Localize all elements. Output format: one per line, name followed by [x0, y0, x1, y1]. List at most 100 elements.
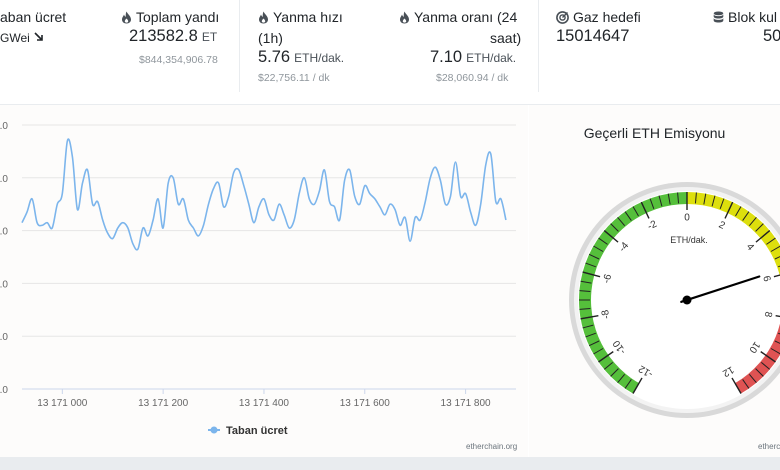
- gauge-minor-tick: [617, 216, 626, 227]
- gauge-minor-tick: [748, 216, 757, 227]
- page-bottom-strip: [0, 457, 780, 470]
- chart-legend[interactable]: Taban ücret: [208, 425, 288, 437]
- gauge-pivot: [682, 295, 692, 305]
- gauge-tick-label: 12: [720, 363, 736, 378]
- chart-credit[interactable]: etherchain.org: [466, 442, 518, 451]
- gauge-minor-tick: [617, 373, 626, 384]
- gauge-major-tick: [775, 314, 780, 318]
- y-tick-label: .0: [0, 174, 8, 185]
- stat-gas-target: Gaz hedefi 15014647: [540, 0, 700, 104]
- gauge-minor-tick: [588, 253, 600, 260]
- flame-icon: [400, 11, 409, 23]
- gauge-minor-tick: [755, 223, 764, 232]
- stat-block-usage: Blok kul 50: [700, 0, 780, 104]
- gauge-band: [735, 275, 780, 394]
- gauge-minor-tick: [755, 368, 764, 377]
- base-fee-unit: GWei: [0, 31, 45, 45]
- gauge-major-tick: [582, 271, 601, 278]
- x-tick-label: 13 171 200: [138, 398, 188, 409]
- y-tick-label: .0: [0, 227, 8, 238]
- gauge-tick-label: 4: [744, 242, 756, 254]
- flame-icon: [122, 11, 131, 23]
- gauge-tick-label: 8: [762, 311, 774, 319]
- burn-ratio-label: Yanma oranı (24: [399, 9, 517, 25]
- gauge-tick-label: -6: [601, 273, 614, 285]
- base-fee-label: aban ücret: [0, 9, 67, 25]
- database-icon: [713, 11, 724, 22]
- gauge-minor-tick: [579, 290, 591, 293]
- gauge-minor-tick: [742, 211, 750, 221]
- base-fee-chart-panel: .0 .0 .0 .0 .0 .0 13 171 000 13 171 200 13 171 …: [0, 105, 528, 457]
- stat-divider: [538, 0, 539, 92]
- gauge-minor-tick: [610, 223, 619, 232]
- gauge-minor-tick: [766, 237, 776, 245]
- gauge-minor-tick: [770, 245, 780, 252]
- gas-target-label: Gaz hedefi: [556, 9, 641, 25]
- gauge-minor-tick: [735, 206, 742, 217]
- stats-bar: aban ücret GWei Toplam yandı 213582.8 ET …: [0, 0, 780, 105]
- gauge-face: [578, 191, 780, 409]
- gauge-tick-label: 0: [684, 213, 690, 224]
- gauge-minor-tick: [588, 340, 600, 347]
- gauge-minor-tick: [667, 193, 671, 205]
- gauge-minor-tick: [632, 206, 639, 217]
- gauge-title: Geçerli ETH Emisyonu: [583, 125, 726, 141]
- burn-ratio-usd: $28,060.94 / dk: [436, 72, 509, 84]
- gauge-major-tick: [755, 230, 771, 243]
- burn-rate-label-period: (1h): [258, 30, 283, 46]
- y-tick-label: .0: [0, 332, 8, 343]
- gauge-minor-tick: [770, 348, 780, 355]
- gauge-major-tick: [632, 377, 643, 394]
- x-tick-label: 13 171 600: [340, 398, 390, 409]
- burn-rate-label: Yanma hızı: [258, 9, 343, 25]
- gauge-minor-tick: [694, 192, 697, 204]
- gauge-credit[interactable]: ethercha: [758, 442, 780, 451]
- flame-icon: [259, 11, 268, 23]
- x-tick-label: 13 171 000: [37, 398, 87, 409]
- target-icon: [556, 10, 569, 24]
- gauge-minor-tick: [585, 262, 597, 268]
- gauge-tick-label: 6: [760, 275, 772, 284]
- stat-total-burned: Toplam yandı 213582.8 ET $844,354,906.78: [110, 0, 240, 104]
- legend-label-base-fee[interactable]: Taban ücret: [226, 425, 288, 437]
- x-tick-label: 13 171 400: [239, 398, 289, 409]
- burn-ratio-label-period: saat): [490, 30, 522, 46]
- gauge-minor-tick: [624, 379, 632, 389]
- gauge-needle: [680, 275, 761, 303]
- gauge-tick-label: -8: [600, 308, 612, 319]
- base-fee-chart: .0 .0 .0 .0 .0 .0 13 171 000 13 171 200 13 171 …: [0, 121, 516, 437]
- gauge-major-tick: [731, 377, 742, 394]
- stat-burn-ratio: Yanma oranı (24 saat) 7.10 ETH/dak. $28,0…: [390, 0, 540, 104]
- stat-base-fee: aban ücret GWei: [0, 0, 110, 104]
- gauge-major-tick: [580, 314, 599, 320]
- gauge-minor-tick: [579, 307, 591, 310]
- gauge-minor-tick: [593, 348, 604, 355]
- gauge-minor-tick: [760, 361, 771, 370]
- stat-divider: [239, 0, 240, 92]
- total-burned-usd: $844,354,906.78: [139, 54, 218, 66]
- gauge-minor-tick: [677, 192, 680, 204]
- series-line-base-fee: [21, 138, 507, 251]
- gauge-unit-label: ETH/dak.: [670, 235, 708, 245]
- gauge-minor-tick: [580, 280, 592, 284]
- x-tick-label: 13 171 800: [441, 398, 491, 409]
- gauge-major-tick: [773, 274, 780, 278]
- burn-rate-value: 5.76 ETH/dak.: [258, 48, 345, 66]
- gauge-major-tick: [724, 201, 734, 219]
- gas-target-value: 15014647: [556, 27, 630, 45]
- gauge-band: [687, 192, 780, 276]
- gauge-minor-tick: [748, 373, 757, 384]
- gauge-minor-tick: [742, 379, 750, 389]
- block-usage-label: Blok kul: [713, 9, 777, 25]
- gauge-minor-tick: [624, 211, 632, 221]
- burn-ratio-value: 7.10 ETH/dak.: [430, 48, 517, 66]
- emission-gauge-panel: Geçerli ETH Emisyonu -12 -10 -8 -6 -4 -2 0 2 4 6 8…: [529, 105, 780, 457]
- total-burned-label: Toplam yandı: [121, 9, 219, 25]
- gauge-minor-tick: [658, 195, 663, 207]
- block-usage-value: 50: [763, 27, 780, 45]
- gauge-minor-tick: [582, 324, 594, 329]
- y-tick-label: .0: [0, 385, 8, 396]
- gauge-major-tick: [603, 230, 619, 243]
- gauge-minor-tick: [585, 332, 597, 338]
